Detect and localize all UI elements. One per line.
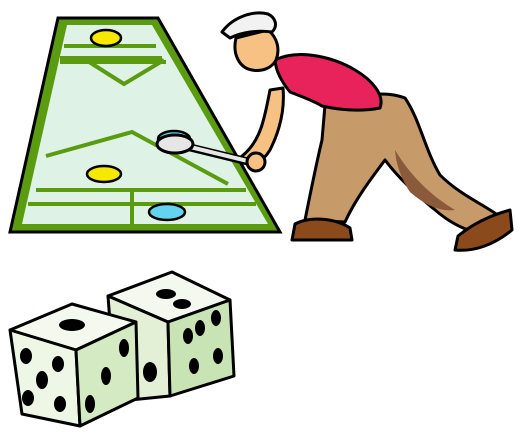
- back-shoe: [453, 208, 514, 252]
- cap: [220, 11, 277, 40]
- shuffleboard-player: [155, 11, 514, 252]
- left-die: [8, 302, 140, 428]
- pants-shadow: [395, 150, 455, 211]
- yellow-puck-far: [89, 28, 123, 48]
- cue-head: [155, 133, 195, 155]
- blue-puck-near: [147, 202, 187, 222]
- front-shoe: [290, 217, 354, 242]
- dice-pair: [8, 270, 236, 428]
- yellow-puck-near: [85, 164, 123, 184]
- left-die-pips: [20, 319, 129, 413]
- hand: [245, 151, 267, 173]
- face: [233, 28, 280, 72]
- right-die-pips: [143, 289, 223, 382]
- shirt: [273, 53, 383, 112]
- court-lines: [28, 44, 256, 224]
